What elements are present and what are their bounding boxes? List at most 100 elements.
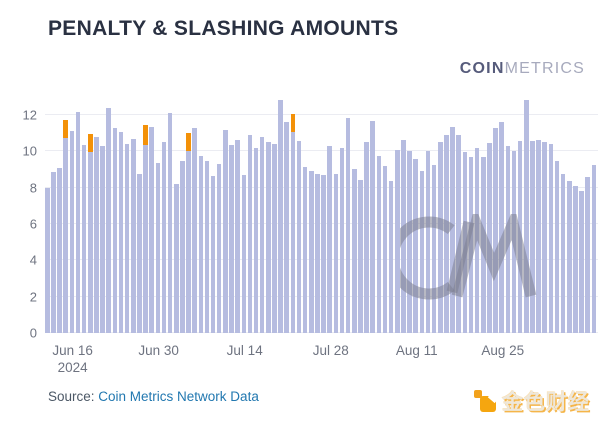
bar-segment-penalty	[155, 163, 161, 333]
bar-segment-penalty	[94, 136, 99, 333]
bar	[536, 97, 542, 333]
bar-segment-penalty	[75, 112, 81, 333]
bar-segment-penalty	[290, 132, 296, 333]
bar-segment-penalty	[112, 127, 118, 333]
bar-segment-penalty	[143, 145, 148, 333]
bar-segment-penalty	[493, 127, 498, 333]
bar-segment-penalty	[456, 135, 461, 333]
bar-segment-penalty	[173, 184, 179, 333]
y-tick-label: 8	[29, 180, 37, 196]
x-tick-label: Aug 11	[395, 343, 438, 358]
bar	[241, 97, 248, 333]
bar-segment-slashing	[186, 133, 191, 152]
bar-segment-slashing	[143, 125, 148, 146]
y-tick-label: 12	[22, 107, 37, 123]
bar-segment-penalty	[223, 129, 228, 333]
bar-segment-penalty	[130, 138, 136, 333]
bar	[382, 97, 389, 333]
jinse-finance-wordmark: 金色财经	[502, 391, 590, 414]
bar-segment-penalty	[284, 121, 290, 333]
bar-segment-penalty	[118, 131, 124, 333]
bar-segment-penalty	[253, 147, 259, 333]
bar	[124, 97, 131, 333]
bar	[358, 97, 364, 333]
bar	[579, 97, 585, 333]
bar-segment-penalty	[352, 168, 357, 333]
bar	[112, 97, 119, 333]
bar	[81, 97, 88, 333]
bar	[290, 97, 297, 333]
bar-segment-penalty	[358, 179, 363, 333]
bar-segment-penalty	[241, 175, 247, 333]
bar	[161, 97, 168, 333]
bar	[542, 97, 548, 333]
bar	[284, 97, 290, 333]
bar	[253, 97, 260, 333]
source-prefix: Source:	[48, 389, 99, 404]
bar-segment-penalty	[376, 156, 382, 333]
bar	[130, 97, 137, 333]
bar	[272, 97, 278, 333]
coinmetrics-logo: COINMETRICS	[460, 60, 585, 78]
bar-segment-penalty	[468, 156, 474, 333]
bar	[216, 97, 223, 333]
bar	[69, 97, 76, 333]
bar-segment-penalty	[382, 166, 388, 333]
bar-segment-penalty	[364, 142, 369, 333]
bar	[364, 97, 370, 333]
bar-segment-penalty	[302, 166, 308, 333]
bar-segment-penalty	[259, 136, 265, 333]
source-link[interactable]: Coin Metrics Network Data	[98, 389, 259, 404]
bar	[345, 97, 352, 333]
bar	[180, 97, 186, 333]
bar	[192, 97, 198, 333]
x-tick-label: Aug 25	[481, 343, 525, 358]
bar-segment-penalty	[431, 165, 437, 333]
bar-segment-penalty	[57, 167, 62, 333]
bar-segment-penalty	[339, 147, 345, 333]
bar	[395, 97, 401, 333]
bar	[247, 97, 254, 333]
bar-segment-penalty	[548, 144, 554, 333]
jinse-finance-icon	[472, 388, 500, 414]
bar-segment-penalty	[161, 142, 167, 333]
bar-segment-penalty	[327, 146, 333, 333]
bar-segment-penalty	[554, 161, 560, 333]
bar	[118, 97, 125, 333]
bar-segment-penalty	[192, 127, 197, 333]
bar	[94, 97, 100, 333]
bar	[388, 97, 395, 333]
bar-segment-penalty	[499, 121, 504, 333]
bar-segment-penalty	[278, 99, 283, 333]
chart-title: PENALTY & SLASHING AMOUNTS	[48, 17, 399, 40]
bar-segment-penalty	[480, 156, 486, 333]
bar-segment-penalty	[395, 149, 400, 333]
bar-segment-slashing	[63, 119, 68, 138]
coinmetrics-logo-light: METRICS	[504, 60, 585, 77]
source-attribution: Source: Coin Metrics Network Data	[48, 389, 259, 404]
bar-segment-penalty	[235, 139, 240, 333]
bar-segment-penalty	[536, 139, 541, 333]
gridline	[45, 150, 598, 152]
bar	[548, 97, 555, 333]
bar-segment-penalty	[69, 130, 75, 333]
x-axis-year-label: 2024	[57, 360, 88, 375]
bar-segment-penalty	[315, 174, 320, 333]
bar	[352, 97, 358, 333]
bar-segment-penalty	[180, 161, 185, 333]
x-tick-label: Jul 28	[312, 343, 349, 358]
y-tick-label: 6	[29, 216, 37, 232]
bar-segment-penalty	[247, 135, 253, 333]
bar	[259, 97, 266, 333]
bar-segment-penalty	[438, 142, 443, 333]
bar	[204, 97, 211, 333]
gridline	[45, 114, 598, 116]
bar-segment-penalty	[204, 160, 210, 333]
bar-segment-penalty	[81, 145, 87, 333]
bar-segment-penalty	[149, 126, 154, 333]
bar	[566, 97, 573, 333]
bar-segment-penalty	[487, 143, 492, 333]
bar-segment-penalty	[511, 150, 517, 333]
bar-segment-penalty	[210, 175, 216, 333]
bar	[45, 97, 51, 333]
